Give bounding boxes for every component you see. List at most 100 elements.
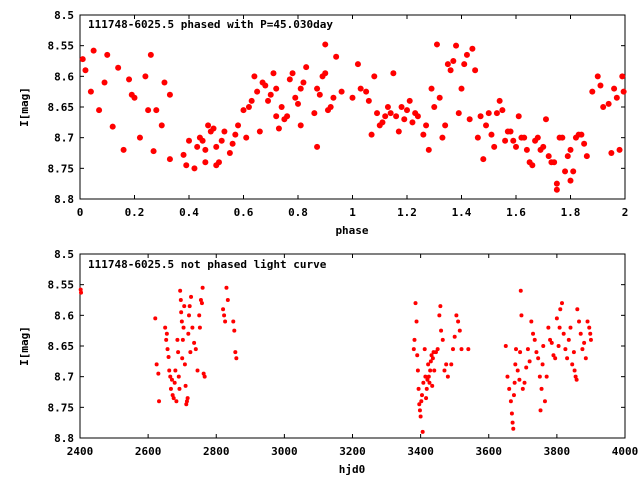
y-tick-label: 8.8 bbox=[54, 193, 74, 206]
data-point bbox=[150, 148, 157, 155]
data-point bbox=[474, 134, 481, 141]
data-point bbox=[452, 334, 457, 339]
data-point bbox=[427, 380, 432, 385]
data-point bbox=[429, 353, 434, 358]
data-point bbox=[171, 396, 176, 401]
data-point bbox=[126, 76, 133, 83]
y-tick-label: 8.65 bbox=[48, 101, 75, 114]
data-point bbox=[578, 331, 583, 336]
data-point bbox=[556, 344, 561, 348]
data-point bbox=[430, 356, 435, 361]
data-point bbox=[483, 122, 490, 129]
y-tick-label: 8.75 bbox=[48, 401, 75, 414]
data-point bbox=[511, 426, 516, 431]
data-point bbox=[390, 70, 397, 77]
data-point bbox=[616, 146, 623, 153]
data-point bbox=[191, 165, 198, 172]
data-point bbox=[187, 313, 191, 318]
data-point bbox=[449, 362, 454, 367]
data-point bbox=[417, 402, 422, 407]
data-point bbox=[469, 45, 476, 52]
data-point bbox=[284, 113, 291, 120]
data-point bbox=[270, 70, 277, 77]
data-point bbox=[499, 107, 506, 114]
data-point bbox=[442, 368, 447, 373]
x-tick-label: 0 bbox=[77, 206, 84, 219]
data-point bbox=[278, 104, 285, 110]
data-point bbox=[222, 313, 227, 318]
data-point bbox=[176, 374, 181, 379]
data-point bbox=[514, 347, 518, 352]
data-point bbox=[240, 107, 247, 114]
data-point bbox=[382, 113, 389, 120]
data-point bbox=[232, 328, 237, 333]
y-tick-label: 8.5 bbox=[54, 9, 74, 22]
data-point bbox=[175, 337, 180, 342]
data-point bbox=[549, 340, 554, 345]
data-point bbox=[357, 85, 364, 92]
data-point bbox=[188, 350, 193, 355]
data-point bbox=[409, 119, 416, 126]
data-point bbox=[511, 393, 516, 398]
data-point bbox=[522, 380, 527, 385]
data-point bbox=[433, 41, 440, 48]
y-tick-label: 8.65 bbox=[48, 340, 75, 353]
data-point bbox=[435, 347, 440, 352]
data-point bbox=[518, 350, 523, 355]
data-point bbox=[173, 368, 178, 373]
data-point bbox=[557, 325, 562, 330]
data-point bbox=[158, 122, 165, 129]
data-point bbox=[433, 350, 438, 355]
data-point bbox=[456, 319, 461, 324]
chart-title: 111748-6025.5 not phased light curve bbox=[88, 258, 327, 271]
data-point bbox=[415, 368, 420, 373]
data-point bbox=[286, 76, 293, 83]
data-point bbox=[493, 110, 500, 117]
data-point bbox=[267, 91, 274, 98]
data-point bbox=[540, 143, 547, 150]
data-point bbox=[109, 123, 116, 130]
data-point bbox=[166, 91, 173, 98]
data-point bbox=[182, 304, 187, 309]
data-point bbox=[379, 119, 386, 126]
data-point bbox=[96, 107, 103, 114]
data-point bbox=[374, 110, 381, 117]
data-point bbox=[620, 88, 627, 95]
x-tick-label: 2600 bbox=[135, 445, 162, 458]
data-point bbox=[354, 61, 361, 68]
data-point bbox=[289, 70, 296, 77]
data-point bbox=[575, 307, 580, 312]
data-point bbox=[213, 143, 220, 150]
data-point bbox=[79, 56, 86, 63]
data-point bbox=[608, 150, 615, 156]
data-point bbox=[179, 310, 184, 315]
data-point bbox=[234, 356, 239, 361]
data-point bbox=[178, 288, 183, 293]
phased-light-curve-panel: 0 0.2 0.4 0.6 0.8 1 1.2 1.4 1.6 1.8 2 8.5 8.55 8.6 8.6… bbox=[18, 9, 628, 237]
data-point bbox=[164, 337, 169, 342]
x-axis-label: phase bbox=[335, 224, 368, 237]
data-point bbox=[177, 386, 182, 391]
data-point bbox=[540, 362, 545, 367]
x-tick-label: 3400 bbox=[407, 445, 434, 458]
data-point bbox=[120, 146, 127, 153]
data-point bbox=[529, 162, 536, 169]
data-point bbox=[368, 131, 375, 138]
y-tick-label: 8.55 bbox=[48, 40, 75, 53]
data-point bbox=[168, 386, 173, 391]
x-tick-label: 0.8 bbox=[288, 206, 308, 219]
data-point bbox=[581, 140, 588, 147]
y-tick-label: 8.5 bbox=[54, 248, 74, 261]
data-point bbox=[163, 325, 168, 330]
data-point bbox=[508, 399, 513, 404]
data-point bbox=[297, 85, 304, 92]
data-point bbox=[457, 328, 462, 333]
data-point bbox=[426, 362, 431, 367]
data-point bbox=[185, 396, 190, 401]
x-tick-label: 3800 bbox=[544, 445, 571, 458]
data-point bbox=[455, 110, 462, 117]
data-point bbox=[545, 153, 552, 160]
x-tick-label: 1 bbox=[349, 206, 356, 219]
data-point bbox=[423, 374, 428, 379]
